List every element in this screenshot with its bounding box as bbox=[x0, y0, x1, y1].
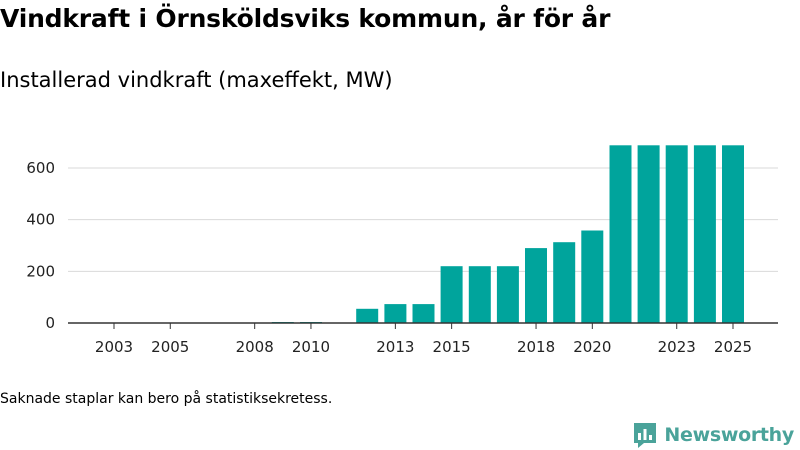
bar-2017 bbox=[496, 266, 519, 323]
chart-subtitle: Installerad vindkraft (maxeffekt, MW) bbox=[0, 68, 393, 92]
bar-2025 bbox=[722, 145, 744, 323]
bar-2012 bbox=[356, 308, 379, 323]
bar-2018 bbox=[525, 248, 547, 323]
chart-title: Vindkraft i Örnsköldsviks kommun, år för… bbox=[0, 4, 611, 33]
y-tick-label: 200 bbox=[26, 262, 55, 280]
bar-2019 bbox=[553, 242, 576, 323]
x-tick-label: 2010 bbox=[292, 338, 330, 356]
grid-lines bbox=[68, 167, 778, 272]
y-tick-label: 0 bbox=[45, 314, 55, 332]
brand-name: Newsworthy bbox=[664, 424, 794, 446]
y-axis-ticks: 0 200 400 600 bbox=[26, 159, 55, 332]
bar-2023 bbox=[665, 145, 688, 323]
x-tick-label: 2025 bbox=[714, 338, 752, 356]
brand-logo[interactable]: Newsworthy bbox=[632, 420, 794, 450]
bar-2021 bbox=[609, 145, 632, 323]
bar-2015 bbox=[440, 266, 463, 323]
chart-bubble-icon bbox=[634, 423, 657, 448]
x-axis-ticks: 2003 2005 2008 2010 2013 2015 2018 2020 2023 2025 bbox=[95, 323, 752, 356]
x-tick-label: 2015 bbox=[433, 338, 471, 356]
bar-2013 bbox=[384, 304, 407, 323]
x-tick-label: 2008 bbox=[236, 338, 274, 356]
bar-2014 bbox=[412, 304, 435, 323]
footnote: Saknade staplar kan bero på statistiksek… bbox=[0, 391, 333, 407]
bar-2016 bbox=[468, 266, 491, 323]
bar-2020 bbox=[581, 230, 604, 323]
x-tick-label: 2023 bbox=[658, 338, 696, 356]
x-tick-label: 2003 bbox=[95, 338, 133, 356]
bar-2024 bbox=[693, 145, 716, 323]
bars bbox=[271, 145, 744, 323]
x-tick-label: 2005 bbox=[151, 338, 189, 356]
x-tick-label: 2013 bbox=[376, 338, 414, 356]
y-tick-label: 600 bbox=[26, 159, 55, 177]
x-tick-label: 2018 bbox=[517, 338, 555, 356]
x-tick-label: 2020 bbox=[573, 338, 611, 356]
bar-2022 bbox=[637, 145, 660, 323]
y-tick-label: 400 bbox=[26, 211, 55, 229]
